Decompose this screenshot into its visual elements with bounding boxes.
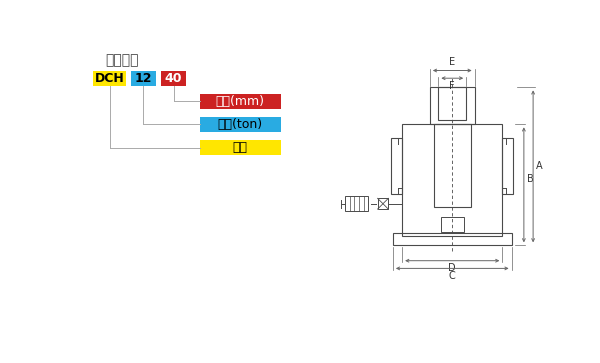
Bar xyxy=(345,196,368,211)
Text: DCH: DCH xyxy=(95,72,124,85)
Bar xyxy=(94,70,126,86)
Bar xyxy=(377,198,388,209)
Text: E: E xyxy=(449,57,455,68)
Bar xyxy=(402,125,502,236)
Text: 载荷(ton): 载荷(ton) xyxy=(218,118,263,131)
Text: D: D xyxy=(448,263,456,273)
Bar xyxy=(439,87,466,120)
Text: 40: 40 xyxy=(165,72,182,85)
Text: 12: 12 xyxy=(135,72,152,85)
Bar xyxy=(502,138,513,194)
Bar xyxy=(393,233,512,245)
Bar xyxy=(430,87,475,125)
Bar xyxy=(131,70,156,86)
Bar xyxy=(200,140,281,155)
Bar xyxy=(200,94,281,109)
Text: C: C xyxy=(449,272,455,281)
Bar xyxy=(441,217,464,232)
Text: F: F xyxy=(449,81,455,90)
Bar xyxy=(434,125,471,207)
Text: 行程(mm): 行程(mm) xyxy=(215,95,265,108)
Text: 型号说明: 型号说明 xyxy=(106,54,139,68)
Text: B: B xyxy=(527,174,534,184)
Bar xyxy=(200,117,281,132)
Bar xyxy=(391,138,402,194)
Text: 型号: 型号 xyxy=(233,141,248,154)
Bar xyxy=(161,70,186,86)
Text: A: A xyxy=(536,162,543,171)
